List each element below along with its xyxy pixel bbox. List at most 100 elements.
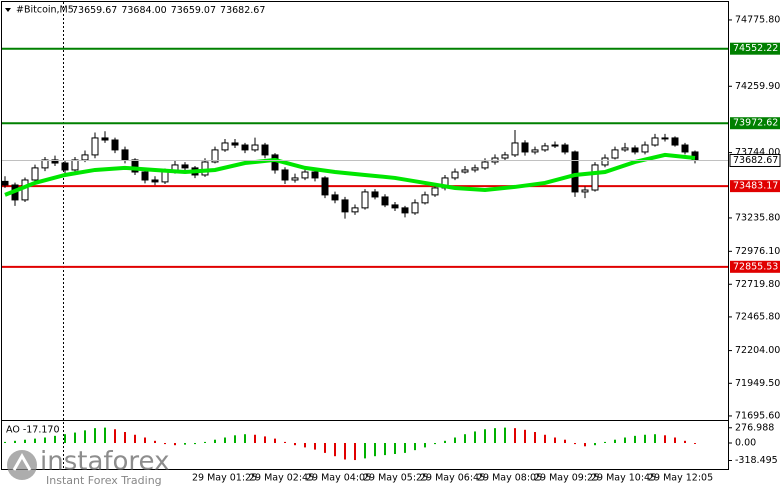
ao-y-tick-label: 0.00 [735,438,756,449]
y-tick-label: 74259.90 [735,81,780,92]
candle-body [551,144,559,147]
candle-body [581,189,589,193]
x-tick-label: 29 May 04:05 [306,473,371,484]
candle-body [281,169,289,181]
candle-body [111,139,119,151]
candle-body [291,177,299,181]
candle-body [381,196,389,206]
candle-body [611,149,619,159]
candle-body [571,151,579,193]
candle-body [621,147,629,151]
candle-body [151,179,159,183]
x-tick-label: 29 May 06:45 [420,473,485,484]
candle-body [221,142,229,151]
y-tick-label: 73235.80 [735,212,780,223]
candle-body [21,179,29,201]
moving-average [4,152,696,197]
ohlc-value: 73659.67 [72,5,117,16]
candle-body [371,191,379,198]
candle-body [211,149,219,163]
y-tick-label: 72204.00 [735,345,780,356]
candle-body [521,142,529,153]
x-tick-label: 29 May 12:05 [648,473,713,484]
level-label: 73972.62 [733,118,778,129]
candle-body [481,161,489,169]
ohlc-value: 73682.67 [220,5,265,16]
candle-body [661,137,669,140]
candle-body [631,147,639,153]
candle-body [601,157,609,166]
level-label-box [730,260,780,273]
current-price-box [729,153,781,167]
candle-body [31,167,39,181]
level-label: 72855.53 [733,261,778,272]
candle-body [361,191,369,209]
candle-body [591,164,599,191]
y-tick-label: 71949.50 [735,378,780,389]
x-tick-label: 29 May 10:45 [591,473,656,484]
candle-body [321,177,329,196]
y-tick-label: 73744.00 [735,147,780,158]
candle-body [351,207,359,213]
candle-body [201,161,209,176]
candle-body [501,154,509,159]
y-tick-label: 72719.80 [735,279,780,290]
candle-body [331,194,339,201]
candle-body [431,187,439,196]
candle-body [161,171,169,183]
candle-body [71,159,79,171]
logo-tagline: Instant Forex Trading [46,474,162,487]
level-label-box [730,117,780,130]
x-tick-label: 29 May 02:45 [249,473,314,484]
candle-body [541,145,549,151]
candle-body [391,204,399,209]
candle-body [411,202,419,214]
ohlc-header: 73659.67 73684.00 73659.07 73682.67 [72,5,265,16]
candle-body [61,162,69,171]
level-label-box [730,42,780,55]
candle-body [301,171,309,179]
candle-body [261,144,269,156]
candle-body [231,142,239,146]
candle-body [91,137,99,156]
menu-triangle [5,8,11,12]
ao-y-tick-label: 276.988 [735,422,774,433]
candle-body [81,154,89,161]
x-tick-label: 29 May 01:25 [192,473,257,484]
x-tick-label: 29 May 08:05 [477,473,542,484]
logo-name: instaforex [40,447,169,477]
candle-body [641,144,649,153]
candle-body [141,171,149,181]
level-label: 73483.17 [733,181,778,192]
candle-body [131,159,139,173]
candle-body [461,169,469,173]
candle-body [471,167,479,171]
level-label-box [730,180,780,193]
current-price-label: 73682.67 [733,155,778,166]
candle-body [311,171,319,179]
ao-y-tick-label: -318.495 [735,455,778,466]
candle-body [251,144,259,151]
candle-body [531,149,539,153]
y-tick-label: 71695.60 [735,410,780,421]
candle-body [451,171,459,179]
candle-body [181,164,189,169]
candle-body [341,199,349,213]
candle-body [121,149,129,161]
logo-mark [12,452,32,471]
candle-body [241,144,249,151]
logo: instaforex Instant Forex Trading [7,447,169,487]
candle-body [101,137,109,141]
level-label: 74552.22 [733,43,778,54]
logo-icon [7,450,37,480]
candle-body [671,137,679,146]
chart-title: #Bitcoin,M5 [16,5,74,16]
candle-body [511,142,519,156]
candle-body [561,144,569,153]
candle-body [1,180,9,186]
y-tick-label: 74775.80 [735,14,780,25]
x-tick-label: 29 May 05:25 [363,473,428,484]
candle-body [41,159,49,169]
